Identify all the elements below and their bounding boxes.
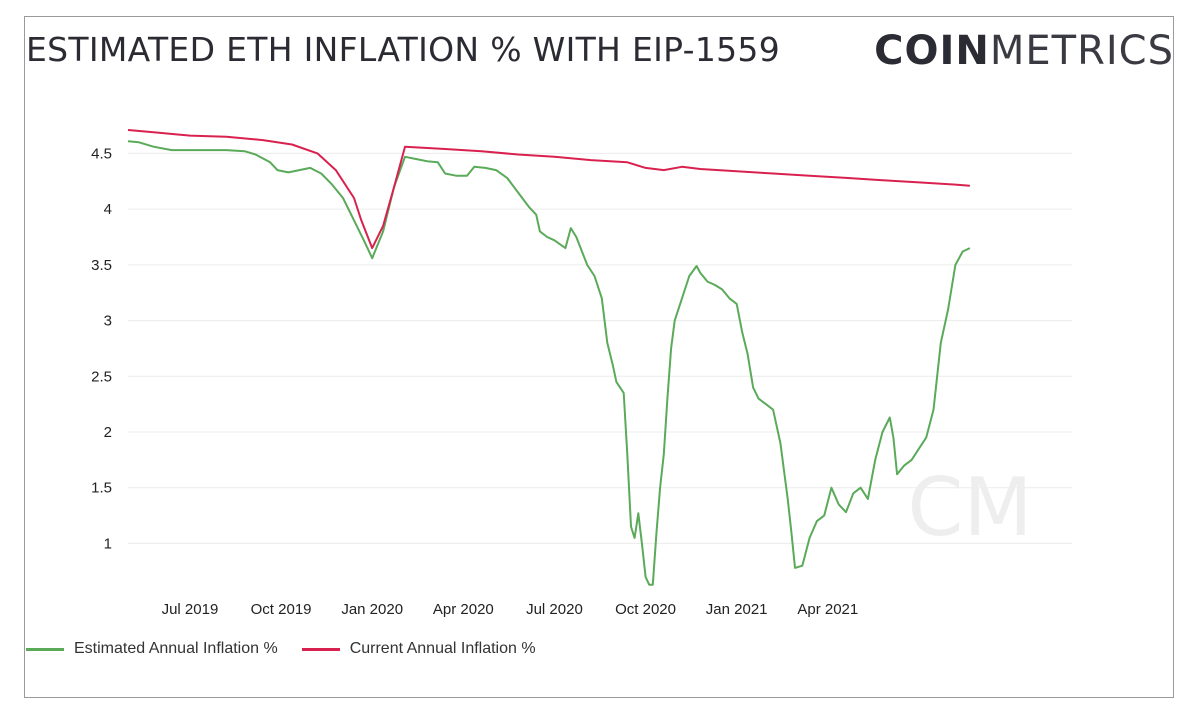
x-tick-label: Jan 2020 <box>341 601 403 618</box>
x-tick-label: Oct 2020 <box>615 601 676 618</box>
legend-label-estimated: Estimated Annual Inflation % <box>74 640 278 657</box>
chart-title: ESTIMATED ETH INFLATION % WITH EIP-1559 <box>26 30 781 69</box>
y-tick-label: 3.5 <box>91 257 112 274</box>
chart-frame <box>24 16 1174 698</box>
brand-logo: COINMETRICS <box>874 28 1174 74</box>
watermark: CM <box>908 461 1033 554</box>
brand-logo-light: METRICS <box>989 28 1174 74</box>
x-tick-label: Apr 2021 <box>797 601 858 618</box>
legend-item-current[interactable]: Current Annual Inflation % <box>301 640 536 658</box>
legend-swatch-current <box>301 647 340 651</box>
x-tick-label: Oct 2019 <box>251 601 312 618</box>
legend-swatch-estimated <box>26 647 64 651</box>
series-line-current <box>127 129 970 250</box>
legend-label-current: Current Annual Inflation % <box>349 640 536 657</box>
x-tick-label: Jul 2020 <box>526 601 583 618</box>
y-tick-label: 1.5 <box>91 480 112 497</box>
legend: Estimated Annual Inflation % Current Ann… <box>26 640 536 658</box>
x-tick-label: Jul 2019 <box>162 601 219 618</box>
brand-logo-bold: COIN <box>874 28 990 74</box>
x-tick-label: Jan 2021 <box>706 601 768 618</box>
grid-lines <box>128 152 1072 544</box>
y-tick-label: 2.5 <box>91 368 112 385</box>
y-tick-label: 3 <box>104 313 112 330</box>
legend-item-estimated[interactable]: Estimated Annual Inflation % <box>26 640 278 658</box>
x-axis-ticks: Jul 2019 Oct 2019 Jan 2020 Apr 2020 Jul 2020… <box>162 601 859 618</box>
series-line-estimated <box>127 140 971 586</box>
y-axis-ticks: 1 1.5 2 2.5 3 3.5 4 4.5 <box>91 145 112 552</box>
y-tick-label: 2 <box>104 424 112 441</box>
series-lines <box>127 129 971 586</box>
x-tick-label: Apr 2020 <box>433 601 494 618</box>
y-tick-label: 4.5 <box>91 145 112 162</box>
y-tick-label: 1 <box>104 535 112 552</box>
y-tick-label: 4 <box>104 201 112 218</box>
